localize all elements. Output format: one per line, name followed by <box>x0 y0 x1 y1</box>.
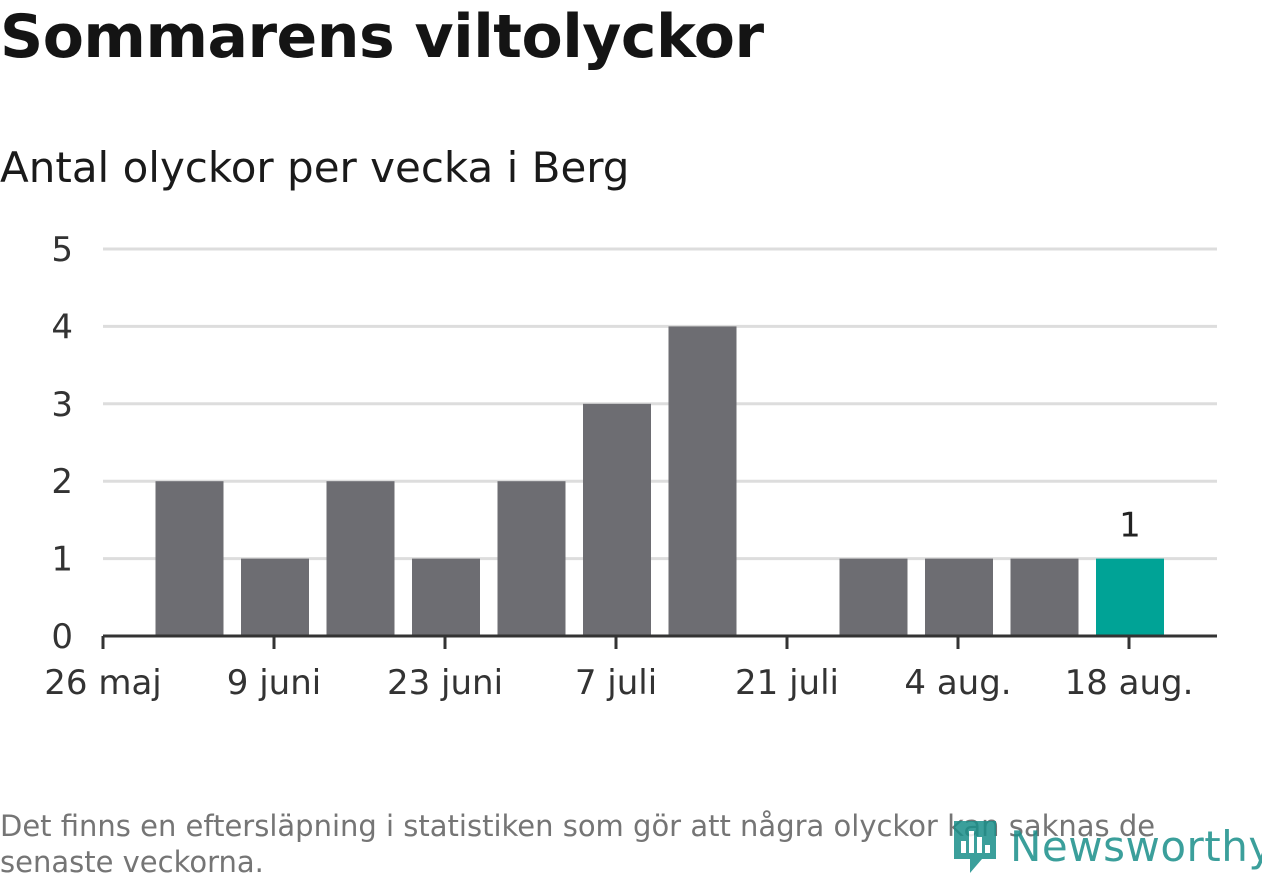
gridlines <box>103 247 1217 561</box>
bar-week <box>155 481 224 636</box>
y-tick-label: 1 <box>51 540 73 580</box>
bars <box>155 326 1164 636</box>
bar-week <box>326 481 395 636</box>
newsworthy-logo-text: Newsworthy <box>1010 821 1262 871</box>
bar-week <box>583 403 651 636</box>
y-axis-ticks: 0 1 2 3 4 5 <box>51 230 73 657</box>
x-tick-label: 18 aug. <box>1065 663 1194 703</box>
x-axis-ticks: 26 maj 9 juni 23 juni 7 juli 21 juli 4 aug. 18… <box>44 636 1193 703</box>
y-tick-label: 2 <box>51 462 73 502</box>
y-tick-label: 4 <box>51 307 73 347</box>
newsworthy-logo: Newsworthy <box>950 815 1262 877</box>
newsworthy-logo-icon <box>954 821 996 873</box>
x-tick-label: 7 juli <box>575 663 657 703</box>
x-tick-label: 21 juli <box>735 663 839 703</box>
chart-title: Sommarens viltolyckor <box>0 2 764 72</box>
bar-week <box>497 481 566 636</box>
bar-week <box>412 558 480 636</box>
x-tick-label: 9 juni <box>227 663 321 703</box>
bar-chart: 0 1 2 3 4 5 26 maj 9 juni 23 juni 7 juli 21 juli 4… <box>44 230 1217 703</box>
bar-week <box>241 558 309 636</box>
chart-subtitle: Antal olyckor per vecka i Berg <box>0 143 630 192</box>
x-tick-label: 26 maj <box>44 663 161 703</box>
x-tick-label: 4 aug. <box>904 663 1011 703</box>
bar-week <box>1010 558 1079 636</box>
data-label: 1 <box>1119 506 1141 546</box>
bar-week <box>839 558 908 636</box>
data-labels: 1 <box>1119 506 1141 546</box>
y-tick-label: 5 <box>51 230 73 270</box>
bar-week <box>925 558 993 636</box>
bar-highlight <box>1096 558 1164 636</box>
y-tick-label: 0 <box>51 617 73 657</box>
y-tick-label: 3 <box>51 385 73 425</box>
x-tick-label: 23 juni <box>387 663 503 703</box>
bar-week <box>668 326 737 636</box>
